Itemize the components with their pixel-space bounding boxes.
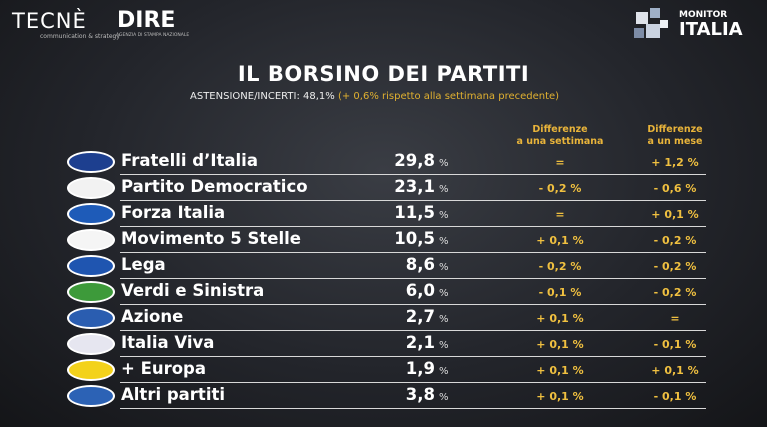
party-name: Fratelli d’Italia	[121, 151, 258, 170]
party-share: 23,1	[394, 177, 435, 196]
party-logo	[67, 359, 115, 381]
party-share-unit: %	[439, 288, 449, 299]
party-logo	[67, 177, 115, 199]
party-name: Partito Democratico	[121, 177, 308, 196]
column-header-text: Differenze a un mese	[647, 124, 703, 147]
party-share-unit: %	[439, 340, 449, 351]
diff-month: - 0,1 %	[653, 338, 697, 351]
party-name: Forza Italia	[121, 203, 226, 222]
party-share: 6,0	[405, 281, 435, 300]
diff-month: - 0,2 %	[653, 234, 697, 247]
brand-icon	[634, 8, 668, 38]
diff-week: - 0,1 %	[538, 286, 582, 299]
party-name: Lega	[121, 255, 166, 274]
row-divider	[120, 252, 706, 253]
diff-month: + 1,2 %	[651, 156, 699, 169]
diff-week: + 0,1 %	[536, 364, 584, 377]
party-name: Movimento 5 Stelle	[121, 229, 301, 248]
brand-tagline: AGENZIA DI STAMPA NAZIONALE	[116, 33, 190, 38]
party-logo	[67, 333, 115, 355]
party-name: Verdi e Sinistra	[121, 281, 265, 300]
party-name: Azione	[121, 307, 184, 326]
party-share-unit: %	[439, 392, 449, 403]
party-share: 2,7	[405, 307, 435, 326]
brand-logo: TECNÈ	[12, 9, 87, 33]
party-logo	[67, 255, 115, 277]
party-share: 2,1	[405, 333, 435, 352]
diff-month: =	[670, 312, 680, 325]
row-divider	[120, 200, 706, 201]
party-share: 8,6	[405, 255, 435, 274]
title: IL BORSINO DEI PARTITI	[237, 62, 530, 86]
brand-text: ITALIA	[679, 19, 743, 40]
diff-month: - 0,2 %	[653, 286, 697, 299]
party-share: 29,8	[394, 151, 435, 170]
party-share-unit: %	[439, 314, 449, 325]
diff-week: =	[555, 208, 565, 221]
party-name: + Europa	[121, 359, 207, 378]
abstention-label: ASTENSIONE/INCERTI: 48,1%	[190, 91, 335, 102]
diff-week: =	[555, 156, 565, 169]
party-share-unit: %	[439, 158, 449, 169]
diff-week: - 0,2 %	[538, 182, 582, 195]
row-divider	[120, 174, 706, 175]
row-divider	[120, 408, 706, 409]
party-share-unit: %	[439, 236, 449, 247]
party-name: Altri partiti	[121, 385, 226, 404]
party-share-unit: %	[439, 366, 449, 377]
party-name: Italia Viva	[121, 333, 215, 352]
party-logo	[67, 151, 115, 173]
column-header: Differenze a una settimana	[500, 124, 620, 148]
diff-month: - 0,2 %	[653, 260, 697, 273]
diff-week: + 0,1 %	[536, 390, 584, 403]
party-logo	[67, 307, 115, 329]
abstention-note: (+ 0,6% rispetto alla settimana preceden…	[337, 91, 560, 102]
party-share: 1,9	[405, 359, 435, 378]
row-divider	[120, 226, 706, 227]
column-header-text: Differenze a una settimana	[516, 124, 604, 147]
party-logo	[67, 281, 115, 303]
party-share-unit: %	[439, 184, 449, 195]
row-divider	[120, 278, 706, 279]
party-logo	[67, 385, 115, 407]
party-share-unit: %	[439, 210, 449, 221]
row-divider	[120, 356, 706, 357]
party-share-unit: %	[439, 262, 449, 273]
brand-text: MONITOR	[679, 10, 728, 20]
party-logo	[67, 203, 115, 225]
diff-month: - 0,6 %	[653, 182, 697, 195]
row-divider	[120, 330, 706, 331]
party-share: 10,5	[394, 229, 435, 248]
diff-week: + 0,1 %	[536, 234, 584, 247]
diff-month: + 0,1 %	[651, 364, 699, 377]
party-share: 3,8	[405, 385, 435, 404]
diff-month: + 0,1 %	[651, 208, 699, 221]
party-logo	[67, 229, 115, 251]
diff-week: + 0,1 %	[536, 338, 584, 351]
party-share: 11,5	[394, 203, 435, 222]
brand-tagline: communication & strategy	[40, 33, 120, 40]
brand-logo: DIRE	[117, 8, 176, 33]
diff-month: - 0,1 %	[653, 390, 697, 403]
subtitle: ASTENSIONE/INCERTI: 48,1% (+ 0,6% rispet…	[190, 91, 559, 102]
diff-week: - 0,2 %	[538, 260, 582, 273]
diff-week: + 0,1 %	[536, 312, 584, 325]
column-header: Differenze a un mese	[615, 124, 735, 148]
row-divider	[120, 382, 706, 383]
row-divider	[120, 304, 706, 305]
